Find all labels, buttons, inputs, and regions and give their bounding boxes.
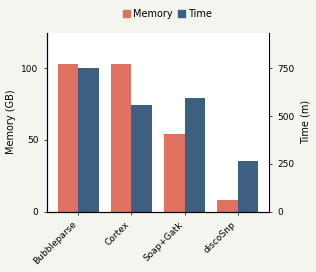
Y-axis label: Memory (GB): Memory (GB) [6, 90, 15, 154]
Bar [185, 98, 205, 212]
Bar [217, 200, 238, 212]
Bar [111, 64, 131, 212]
Bar [238, 161, 258, 212]
Bar [131, 105, 152, 212]
Legend: Memory, Time: Memory, Time [119, 5, 216, 23]
Bar [78, 69, 99, 212]
Bar [58, 64, 78, 212]
Y-axis label: Time (m): Time (m) [301, 100, 310, 144]
Bar [164, 134, 185, 212]
